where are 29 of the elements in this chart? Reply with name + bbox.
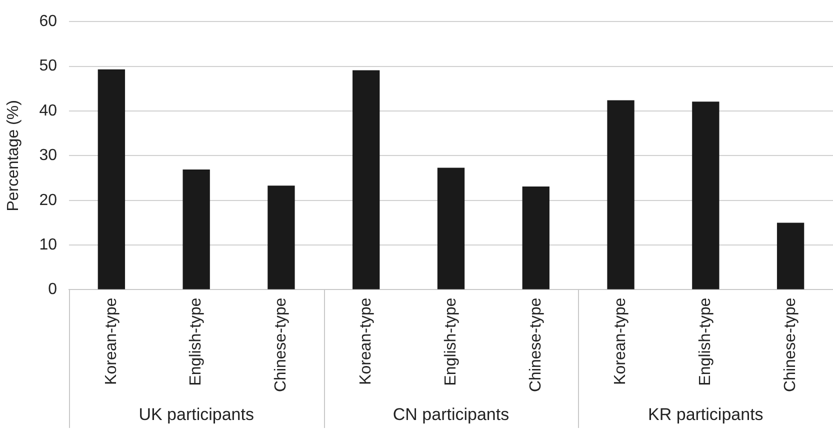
bar bbox=[98, 69, 126, 290]
x-tick-label: English-type bbox=[697, 298, 714, 386]
x-tick-label: Chinese-type bbox=[527, 298, 544, 392]
x-tick-label: English-type bbox=[442, 298, 460, 386]
text: KR participants bbox=[648, 405, 764, 424]
y-axis-title: Percentage (%) bbox=[5, 100, 22, 212]
bar bbox=[268, 186, 295, 290]
bar bbox=[182, 170, 210, 290]
x-tick-label: English-type bbox=[188, 298, 205, 386]
x-tick-label: Korean-type bbox=[612, 298, 630, 385]
y-tick-label: 40 bbox=[39, 102, 58, 120]
y-tick-label: 10 bbox=[39, 236, 58, 254]
text: UK participants bbox=[138, 405, 254, 424]
x-tick-label: Chinese-type bbox=[782, 298, 799, 392]
y-tick-label: 0 bbox=[48, 281, 58, 298]
bar bbox=[607, 100, 634, 290]
bar bbox=[692, 102, 720, 290]
text: CN participants bbox=[392, 405, 510, 424]
x-tick-label: Korean-type bbox=[102, 298, 120, 385]
bar bbox=[352, 70, 380, 290]
y-tick-label: 50 bbox=[39, 58, 58, 75]
x-tick-label: Chinese-type bbox=[272, 298, 290, 392]
y-tick-label: 30 bbox=[39, 147, 58, 164]
bar bbox=[437, 168, 465, 290]
x-tick-label: Korean-type bbox=[358, 298, 375, 385]
y-tick-label: 60 bbox=[39, 13, 58, 30]
bar bbox=[776, 222, 804, 290]
y-tick-label: 20 bbox=[39, 192, 58, 209]
bar bbox=[522, 186, 550, 290]
